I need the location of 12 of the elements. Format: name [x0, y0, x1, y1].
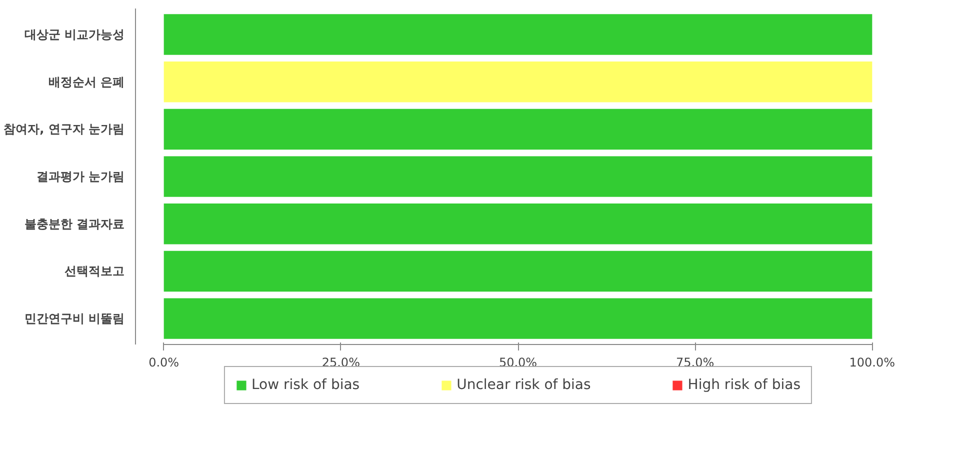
x-tick-label: 100.0% [849, 356, 896, 370]
y-tick-label: 배정순서 은폐 [48, 74, 125, 89]
legend-label: High risk of bias [688, 377, 801, 393]
x-tick-label: 0.0% [148, 356, 180, 370]
y-tick-label: 선택적보고 [64, 264, 124, 278]
legend-label: Low risk of bias [251, 377, 360, 393]
y-tick-label: 불충분한 결과자료 [24, 216, 125, 231]
y-tick-label: 결과평가 눈가림 [36, 170, 125, 184]
y-tick-label: 민간연구비 비뚤림 [24, 312, 125, 326]
y-tick-label: 대상군 비교가능성 [24, 28, 125, 42]
legend-label: Unclear risk of bias [456, 377, 591, 393]
y-tick-label: 참여자, 연구자 눈가림 [4, 122, 125, 136]
